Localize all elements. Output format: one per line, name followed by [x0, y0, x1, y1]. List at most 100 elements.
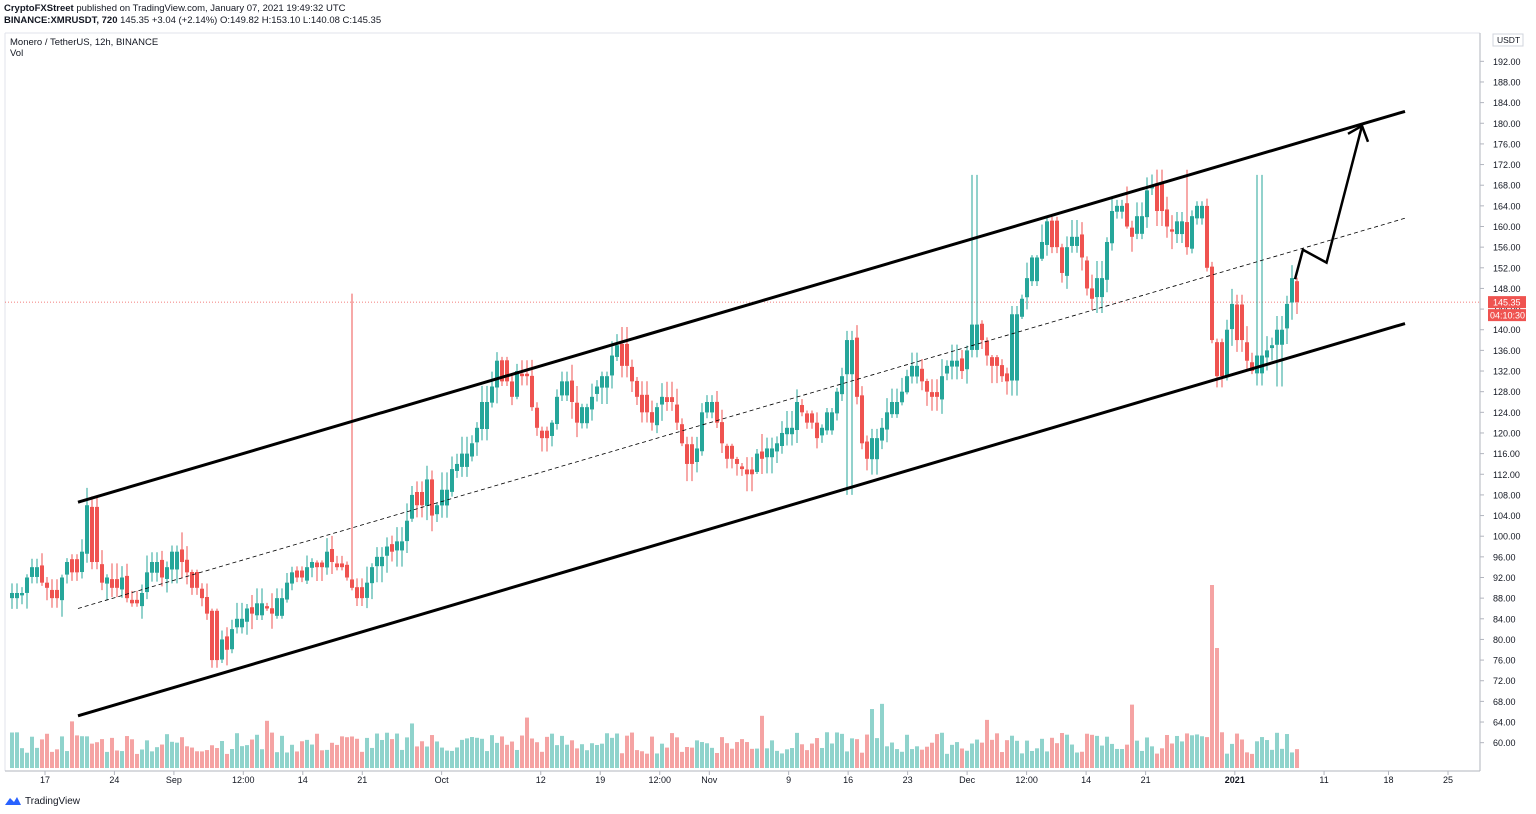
publisher-name[interactable]: CryptoFXStreet [4, 3, 74, 14]
pane-title[interactable]: Monero / TetherUS, 12h, BINANCE [10, 37, 159, 48]
volume-bar [215, 748, 219, 768]
candle-body [585, 407, 589, 424]
time-tick-label: Sep [166, 775, 182, 785]
candle-body [505, 360, 509, 382]
volume-bar [960, 748, 964, 768]
volume-bar [800, 744, 804, 768]
candle-body [55, 589, 59, 599]
price-tick-label: 92.00 [1493, 573, 1516, 583]
volume-bar [1140, 750, 1144, 768]
volume-bar [625, 735, 629, 768]
candle-body [595, 386, 599, 394]
tradingview-logo-icon [5, 797, 21, 805]
volume-bar [720, 737, 724, 768]
candle-body [1085, 260, 1089, 289]
price-tick-label: 64.00 [1493, 718, 1516, 728]
volume-bar [820, 747, 824, 768]
brand[interactable]: TradingView [4, 795, 80, 807]
time-tick-label: Nov [701, 775, 718, 785]
candle-body [900, 391, 904, 403]
price-tick-label: 192.00 [1493, 57, 1521, 67]
candle-body [1055, 220, 1059, 248]
volume-bar [860, 752, 864, 768]
volume-bar [330, 742, 334, 768]
candle-body [1230, 303, 1234, 330]
volume-bar [890, 742, 894, 768]
candle-body [200, 588, 204, 599]
last-price: 145.35 [120, 15, 150, 26]
candle-body [1015, 314, 1019, 381]
candle-body [65, 562, 69, 575]
candle-body [1165, 209, 1169, 227]
volume-bar [1225, 753, 1229, 768]
volume-bar [1255, 741, 1259, 768]
candle-body [1210, 266, 1214, 341]
volume-bar [375, 733, 379, 768]
time-tick-label: 21 [357, 775, 367, 785]
volume-bar [470, 737, 474, 768]
candle-body [660, 396, 664, 405]
volume-bar [1025, 740, 1029, 768]
candle-body [825, 412, 829, 431]
price-tick-label: 100.00 [1493, 532, 1521, 542]
candle-body [725, 445, 729, 459]
candle-body [855, 337, 859, 397]
time-axis[interactable]: 17 24 Sep 12:00 14 21 Oct 12 19 12:00 Nov 9 16 23 Dec 1… [5, 770, 1480, 785]
candle-body [1225, 329, 1229, 378]
volume-bar [830, 743, 834, 768]
volume-bar [855, 739, 859, 768]
candle-body [615, 345, 619, 357]
volume-bar [1050, 737, 1054, 768]
volume-bar [1020, 753, 1024, 768]
candle-body [510, 381, 514, 397]
volume-bar [655, 753, 659, 768]
candle-body [1280, 329, 1284, 345]
candle-body [1140, 216, 1144, 234]
price-tick-label: 108.00 [1493, 490, 1521, 500]
volume-bar [1285, 734, 1289, 768]
price-tick-label: 168.00 [1493, 181, 1521, 191]
price-axis[interactable]: 192.00 188.00 184.00 180.00 176.00 172.00 168.… [1479, 33, 1526, 771]
candle-body [355, 587, 359, 599]
candle-body [840, 376, 844, 395]
time-tick-label: 9 [786, 775, 791, 785]
candle-body [465, 453, 469, 467]
candle-body [220, 639, 224, 660]
candle-body [600, 376, 604, 388]
volume-bar [1100, 745, 1104, 768]
price-tick-label: 184.00 [1493, 98, 1521, 108]
open-value: O:149.82 [219, 15, 260, 26]
volume-bar [990, 739, 994, 768]
volume-label[interactable]: Vol [10, 48, 24, 59]
volume-bar [305, 739, 309, 768]
volume-bar [685, 747, 689, 768]
candle-body [765, 448, 769, 458]
candle-body [860, 395, 864, 444]
symbol-line: BINANCE:XMRUSDT, 720 [4, 15, 118, 26]
candle-body [1005, 373, 1009, 382]
volume-bar [545, 736, 549, 768]
candle-body [890, 402, 894, 415]
candle-body [950, 360, 954, 367]
price-tick-label: 164.00 [1493, 201, 1521, 211]
volume-bar [520, 735, 524, 768]
candle-body [815, 422, 819, 439]
candle-body [1290, 278, 1294, 303]
candle-body [30, 567, 34, 577]
candle-body [390, 544, 394, 552]
volume-bar [585, 750, 589, 768]
price-tick-label: 96.00 [1493, 552, 1516, 562]
volume-bar [670, 733, 674, 768]
candle-body [550, 422, 554, 436]
volume-bar [120, 751, 124, 768]
candle-body [250, 607, 254, 614]
price-tick-label: 128.00 [1493, 387, 1521, 397]
volume-bar [415, 746, 419, 768]
volume-bar [95, 742, 99, 768]
volume-bar [970, 743, 974, 768]
candle-body [230, 629, 234, 650]
candle-body [545, 430, 549, 439]
candle-body [1255, 355, 1259, 374]
volume-bar [1065, 734, 1069, 768]
